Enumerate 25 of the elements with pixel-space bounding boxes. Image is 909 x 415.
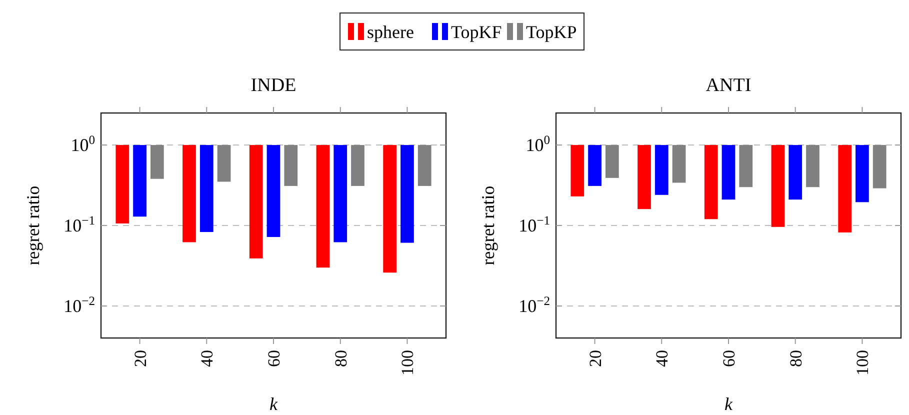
x-tick-label: 20 bbox=[130, 350, 150, 367]
x-tick-label: 60 bbox=[264, 350, 284, 367]
legend-label: TopKP bbox=[526, 22, 577, 42]
y-tick-label: 10$^{−2}$ bbox=[518, 294, 550, 316]
x-axis-title: k bbox=[724, 394, 734, 414]
y-tick-label: 10$^{−2}$ bbox=[64, 294, 95, 316]
y-tick-label: 10$^{−1}$ bbox=[64, 214, 95, 236]
y-tick-label: 10$^{−1}$ bbox=[518, 214, 550, 236]
x-tick-label: 100 bbox=[853, 350, 872, 376]
y-tick-label: 10$^{0}$ bbox=[526, 133, 550, 156]
x-axis-title: k bbox=[270, 394, 278, 414]
y-tick-label: 10$^{0}$ bbox=[70, 133, 95, 156]
x-tick-label: 60 bbox=[720, 350, 738, 367]
x-tick-label: 20 bbox=[586, 350, 605, 367]
x-tick-label: 80 bbox=[786, 350, 806, 367]
x-tick-label: 40 bbox=[652, 350, 672, 367]
chart-title: INDE bbox=[250, 75, 296, 96]
y-axis-title: regret ratio bbox=[478, 186, 498, 266]
x-tick-label: 80 bbox=[331, 350, 350, 367]
chart-title: ANTI bbox=[706, 75, 752, 96]
legend-label: TopKF bbox=[451, 22, 502, 42]
y-axis-title: regret ratio bbox=[23, 186, 43, 266]
x-tick-label: 40 bbox=[198, 350, 217, 367]
x-tick-label: 100 bbox=[398, 350, 418, 376]
legend-label: sphere bbox=[367, 22, 414, 42]
